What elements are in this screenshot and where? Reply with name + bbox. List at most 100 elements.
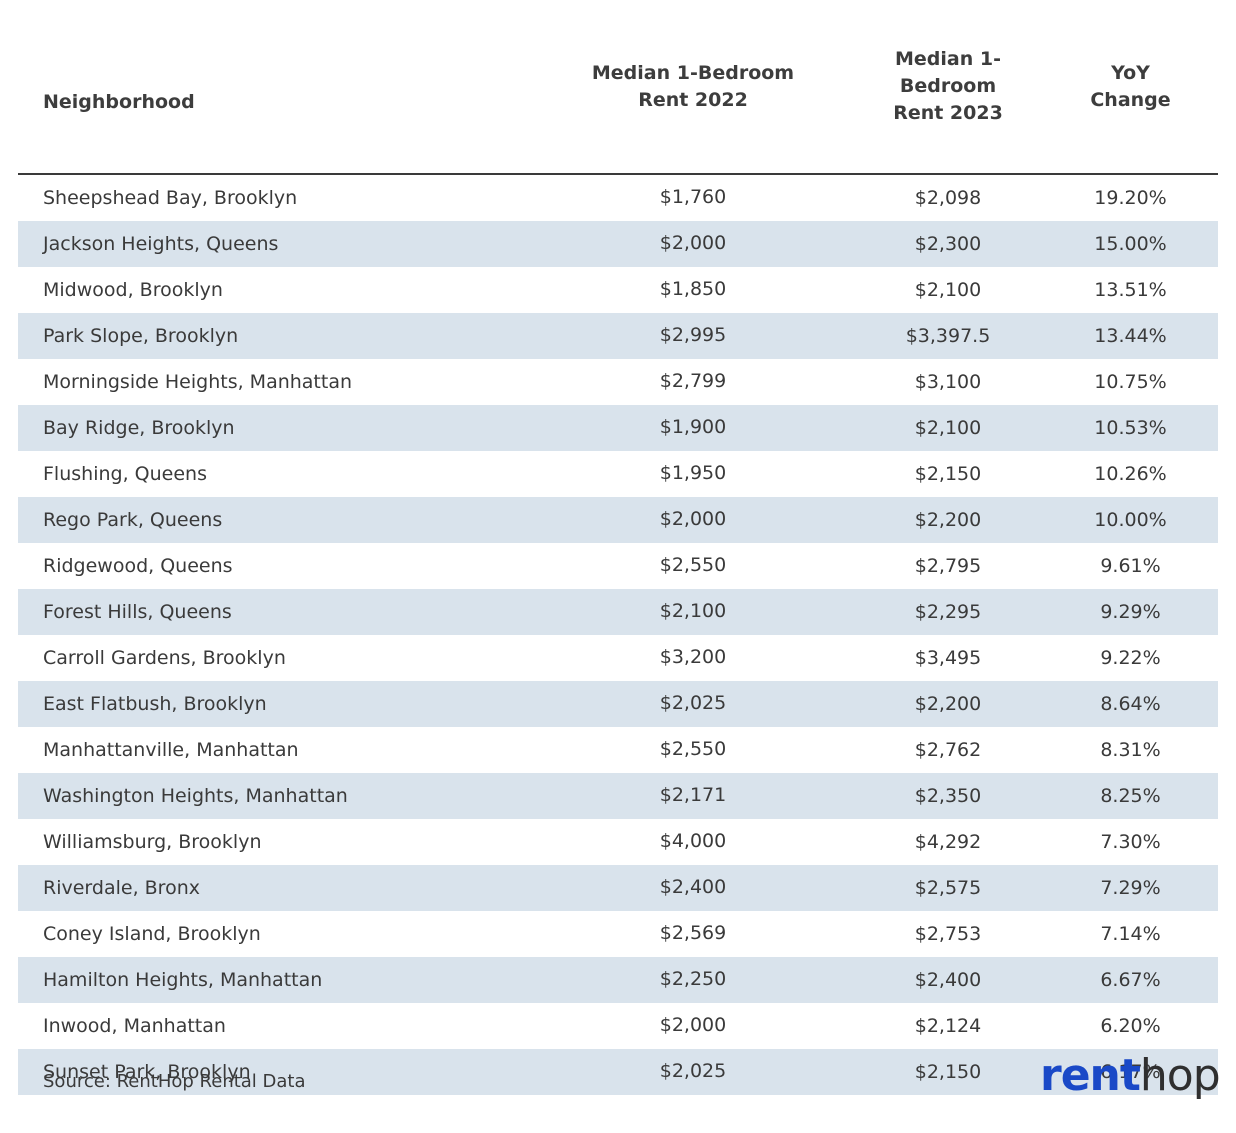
cell-rent-2023: $3,495	[914, 647, 982, 669]
table-row: Jackson Heights, Queens $2,000 $2,300 15.00…	[18, 221, 1218, 267]
cell-neighborhood: Carroll Gardens, Brooklyn	[43, 647, 286, 669]
cell-rent-2023: $2,150	[914, 463, 982, 485]
cell-yoy-change: 10.75%	[1094, 371, 1167, 393]
cell-neighborhood: Sunset Park, Brooklyn	[18, 1049, 523, 1095]
cell-neighborhood: Jackson Heights, Queens	[18, 221, 523, 267]
cell-rent-2023: $2,400	[853, 957, 1043, 1003]
cell-neighborhood: Flushing, Queens	[43, 463, 207, 485]
table-row: Coney Island, Brooklyn $2,569 $2,753 7.14%	[18, 911, 1218, 957]
table-row: Williamsburg, Brooklyn $4,000 $4,292 7.30%	[18, 819, 1218, 865]
cell-rent-2022: $2,400	[523, 865, 853, 911]
cell-neighborhood: Washington Heights, Manhattan	[18, 773, 523, 819]
cell-rent-2023: $2,795	[914, 555, 982, 577]
cell-yoy-change: 9.22%	[1100, 647, 1161, 669]
cell-rent-2023: $3,100	[914, 371, 982, 393]
cell-rent-2022: $2,250	[523, 957, 853, 1003]
table-row: Ridgewood, Queens $2,550 $2,795 9.61%	[18, 543, 1218, 589]
cell-neighborhood: Midwood, Brooklyn	[43, 279, 223, 301]
cell-yoy-change: 10.26%	[1094, 463, 1167, 485]
header-rent-2023-line2: Rent 2023	[893, 102, 1003, 124]
header-rent-2023: Median 1-Bedroom Rent 2023	[853, 0, 1043, 175]
cell-rent-2023: $2,124	[914, 1015, 982, 1037]
header-rent-2022-line1: Median 1-Bedroom	[591, 61, 795, 84]
renthop-logo: renthop	[1040, 1048, 1221, 1104]
cell-yoy-change: 10.53%	[1043, 405, 1218, 451]
table-row: Sunset Park, Brooklyn $2,025 $2,150 6.17%	[18, 1049, 1218, 1095]
table-row: Park Slope, Brooklyn $2,995 $3,397.5 13.44%	[18, 313, 1218, 359]
rent-table-container: Neighborhood Median 1-Bedroom Rent 2022 …	[18, 0, 1218, 1095]
cell-rent-2022: $1,850	[659, 278, 727, 300]
cell-neighborhood: Bay Ridge, Brooklyn	[18, 405, 523, 451]
header-neighborhood-label: Neighborhood	[43, 91, 195, 113]
table-header-row: Neighborhood Median 1-Bedroom Rent 2022 …	[18, 0, 1218, 175]
cell-neighborhood: Rego Park, Queens	[18, 497, 523, 543]
table-row: Rego Park, Queens $2,000 $2,200 10.00%	[18, 497, 1218, 543]
cell-neighborhood: Forest Hills, Queens	[18, 589, 523, 635]
cell-rent-2023: $3,397.5	[853, 313, 1043, 359]
cell-yoy-change: 6.20%	[1100, 1015, 1161, 1037]
cell-neighborhood: Morningside Heights, Manhattan	[43, 371, 353, 393]
cell-rent-2022: $2,995	[523, 313, 853, 359]
table-row: East Flatbush, Brooklyn $2,025 $2,200 8.64%	[18, 681, 1218, 727]
header-rent-2022-line2: Rent 2022	[638, 88, 748, 111]
cell-neighborhood: Williamsburg, Brooklyn	[43, 831, 262, 853]
cell-rent-2023: $2,200	[853, 497, 1043, 543]
header-yoy-change: YoY Change	[1043, 0, 1218, 175]
cell-rent-2023: $2,295	[853, 589, 1043, 635]
cell-neighborhood: Park Slope, Brooklyn	[18, 313, 523, 359]
cell-rent-2022: $2,569	[659, 922, 727, 944]
cell-rent-2022: $3,200	[659, 646, 727, 668]
cell-yoy-change: 6.17%	[1043, 1049, 1218, 1095]
table-row: Carroll Gardens, Brooklyn $3,200 $3,495 9.2…	[18, 635, 1218, 681]
cell-yoy-change: 8.31%	[1100, 739, 1161, 761]
header-rent-2023-line1: Median 1-Bedroom	[895, 48, 1001, 97]
table-row: Riverdale, Bronx $2,400 $2,575 7.29%	[18, 865, 1218, 911]
cell-rent-2023: $2,575	[853, 865, 1043, 911]
table-row: Flushing, Queens $1,950 $2,150 10.26%	[18, 451, 1218, 497]
cell-yoy-change: 9.29%	[1043, 589, 1218, 635]
cell-rent-2023: $2,100	[914, 279, 982, 301]
cell-yoy-change: 6.67%	[1043, 957, 1218, 1003]
cell-rent-2022: $2,550	[659, 554, 727, 576]
cell-rent-2023: $2,150	[853, 1049, 1043, 1095]
cell-neighborhood: Ridgewood, Queens	[43, 555, 233, 577]
cell-rent-2022: $2,000	[659, 1014, 727, 1036]
cell-yoy-change: 7.30%	[1100, 831, 1161, 853]
table-body: Sheepshead Bay, Brooklyn $1,760 $2,098 19.2…	[18, 174, 1218, 1095]
logo-rent-text: rent	[1040, 1050, 1141, 1101]
cell-rent-2023: $2,300	[853, 221, 1043, 267]
cell-rent-2022: $1,760	[659, 186, 727, 208]
cell-rent-2023: $4,292	[914, 831, 982, 853]
cell-yoy-change: 7.29%	[1043, 865, 1218, 911]
header-rent-2022: Median 1-Bedroom Rent 2022	[523, 0, 853, 175]
cell-neighborhood: Hamilton Heights, Manhattan	[18, 957, 523, 1003]
cell-rent-2022: $2,025	[523, 1049, 853, 1095]
table-row: Morningside Heights, Manhattan $2,799 $3,1…	[18, 359, 1218, 405]
cell-neighborhood: Sheepshead Bay, Brooklyn	[43, 187, 298, 209]
cell-rent-2023: $2,098	[914, 187, 982, 209]
table-row: Washington Heights, Manhattan $2,171 $2,35…	[18, 773, 1218, 819]
cell-rent-2022: $4,000	[659, 830, 727, 852]
cell-yoy-change: 19.20%	[1094, 187, 1167, 209]
cell-rent-2023: $2,200	[853, 681, 1043, 727]
header-neighborhood: Neighborhood	[18, 0, 523, 175]
table-row: Sheepshead Bay, Brooklyn $1,760 $2,098 19.2…	[18, 174, 1218, 221]
cell-rent-2022: $2,550	[659, 738, 727, 760]
rent-table: Neighborhood Median 1-Bedroom Rent 2022 …	[18, 0, 1218, 1095]
cell-neighborhood: Inwood, Manhattan	[43, 1015, 226, 1037]
cell-yoy-change: 15.00%	[1043, 221, 1218, 267]
cell-rent-2022: $1,950	[659, 462, 727, 484]
table-row: Bay Ridge, Brooklyn $1,900 $2,100 10.53%	[18, 405, 1218, 451]
header-yoy-line2: Change	[1090, 88, 1171, 111]
cell-neighborhood: East Flatbush, Brooklyn	[18, 681, 523, 727]
cell-rent-2022: $2,171	[523, 773, 853, 819]
cell-neighborhood: Manhattanville, Manhattan	[43, 739, 299, 761]
cell-yoy-change: 7.14%	[1100, 923, 1161, 945]
cell-rent-2022: $1,900	[523, 405, 853, 451]
cell-neighborhood: Riverdale, Bronx	[18, 865, 523, 911]
table-row: Manhattanville, Manhattan $2,550 $2,762 8.3…	[18, 727, 1218, 773]
cell-rent-2022: $2,025	[523, 681, 853, 727]
cell-rent-2022: $2,000	[523, 497, 853, 543]
cell-rent-2022: $2,000	[523, 221, 853, 267]
cell-yoy-change: 10.00%	[1043, 497, 1218, 543]
